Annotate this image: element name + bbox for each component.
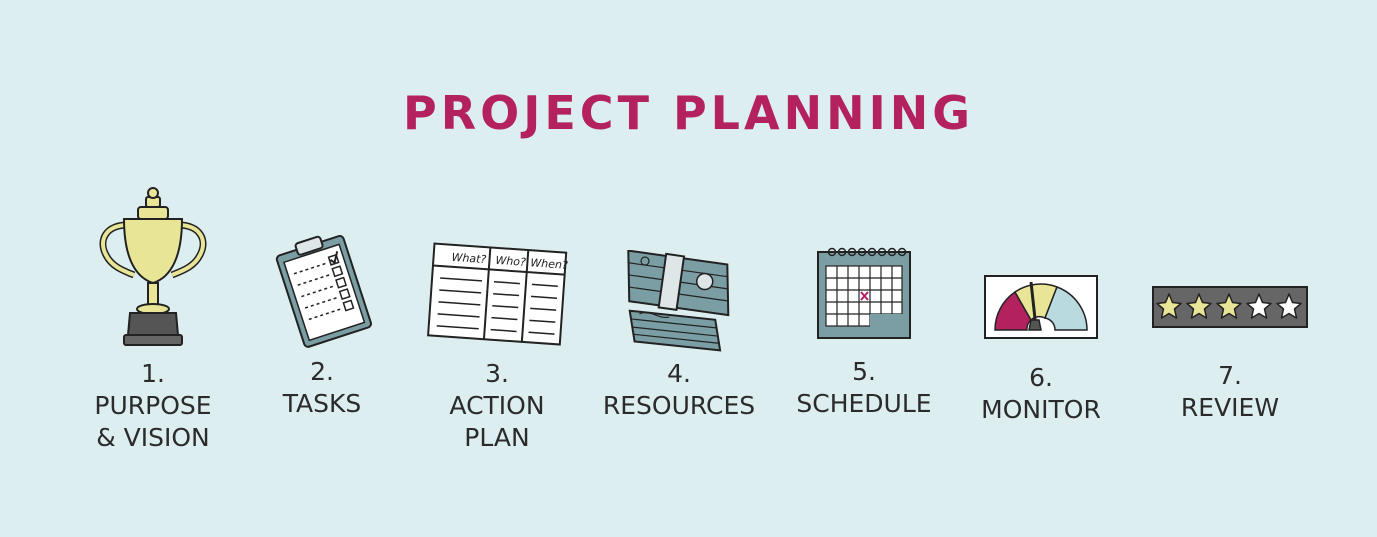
- table-header-who: Who?: [495, 254, 526, 269]
- step-label: MONITOR: [981, 395, 1101, 424]
- step-label: PURPOSE & VISION: [94, 391, 212, 452]
- action-plan-table-icon: What? Who? When?: [426, 242, 568, 346]
- step-number: 4.: [667, 359, 691, 388]
- step-label: TASKS: [282, 389, 362, 418]
- step-number: 7.: [1218, 361, 1242, 390]
- money-stack-icon: [627, 250, 730, 352]
- step-label: RESOURCES: [602, 391, 756, 420]
- step-schedule: 5. SCHEDULE: [769, 244, 959, 420]
- step-resources: 4. RESOURCES: [584, 250, 774, 422]
- table-header-when: When?: [529, 256, 567, 272]
- gauge-icon: [984, 275, 1098, 339]
- page-title: PROJECT PLANNING: [403, 86, 974, 140]
- step-monitor: 6. MONITOR: [946, 270, 1136, 426]
- step-number: 2.: [310, 357, 334, 386]
- step-label: REVIEW: [1180, 393, 1280, 422]
- step-review: 7. REVIEW: [1135, 284, 1325, 424]
- step-number: 6.: [1029, 363, 1053, 392]
- step-action-plan: What? Who? When? 3. ACTION PLAN: [402, 240, 592, 454]
- step-tasks: 2. TASKS: [227, 232, 417, 420]
- step-number: 5.: [852, 357, 876, 386]
- star-rating-icon: [1152, 286, 1308, 328]
- step-purpose-vision: 1. PURPOSE & VISION: [58, 185, 248, 454]
- calendar-icon: [817, 247, 911, 339]
- step-label: ACTION PLAN: [449, 391, 545, 452]
- clipboard-checklist-icon: [275, 234, 372, 348]
- table-header-what: What?: [451, 251, 487, 266]
- step-label: SCHEDULE: [796, 389, 932, 418]
- step-number: 1.: [141, 359, 165, 388]
- trophy-icon: [99, 187, 207, 346]
- step-number: 3.: [485, 359, 509, 388]
